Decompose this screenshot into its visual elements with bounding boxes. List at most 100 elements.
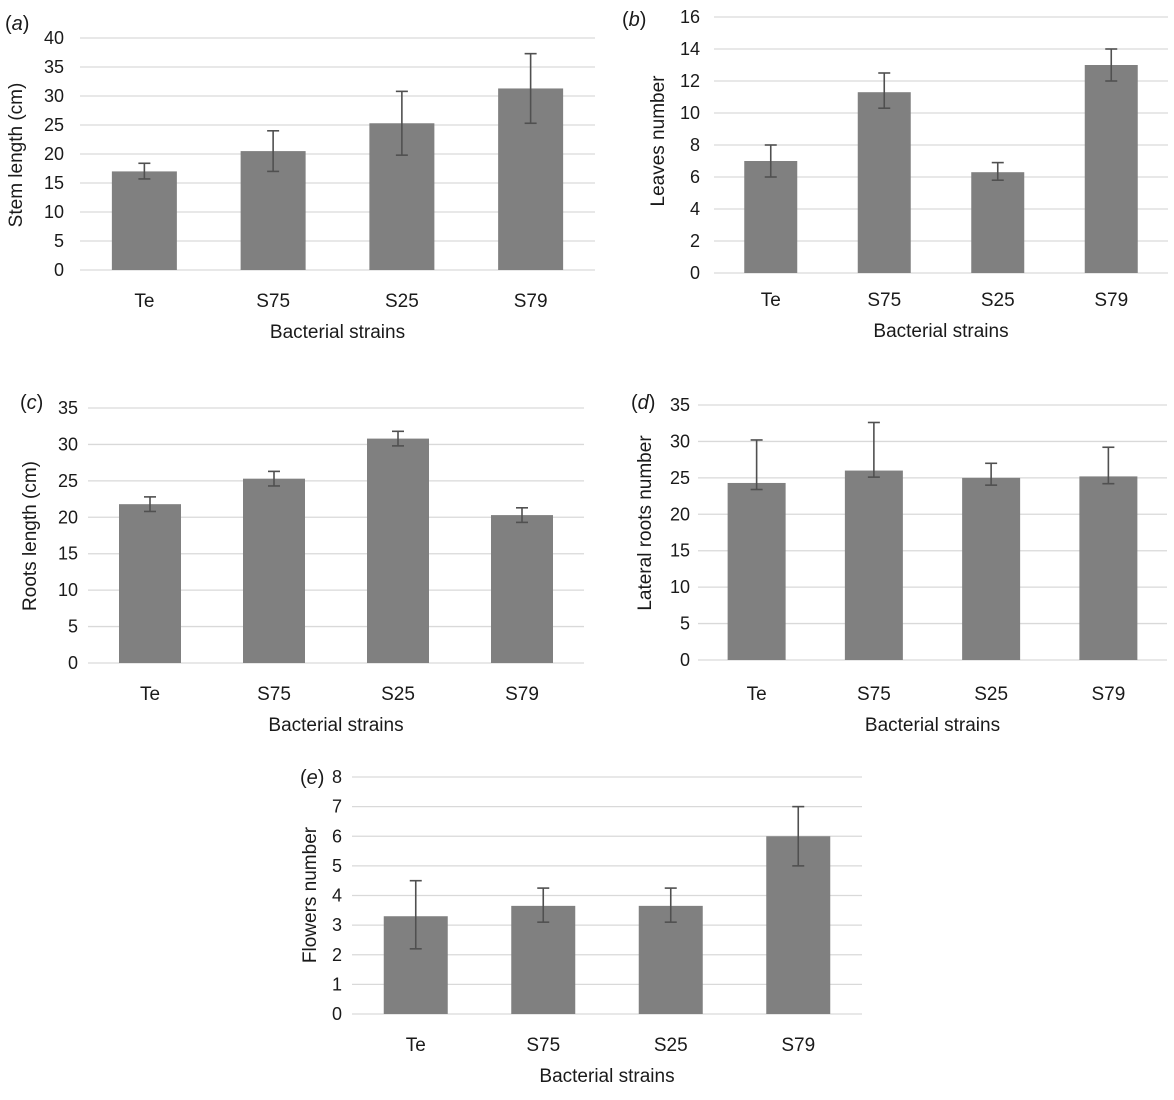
x-axis-title: Bacterial strains	[270, 322, 405, 343]
x-tick-label: S79	[1094, 290, 1128, 311]
y-tick-label: 3	[332, 915, 342, 935]
panel-label: (b)	[622, 9, 646, 31]
bar	[971, 172, 1025, 273]
y-tick-label: 25	[58, 471, 78, 491]
x-tick-label: S75	[526, 1035, 560, 1056]
x-tick-label: S25	[981, 290, 1015, 311]
y-tick-label: 8	[690, 135, 700, 155]
bar	[962, 477, 1021, 660]
x-axis-title: Bacterial strains	[865, 715, 1000, 736]
y-tick-label: 20	[670, 504, 690, 524]
y-tick-label: 12	[680, 71, 700, 91]
y-tick-label: 16	[680, 7, 700, 27]
panel-label: (d)	[631, 392, 655, 414]
y-tick-label: 30	[670, 431, 690, 451]
y-tick-label: 15	[44, 173, 64, 193]
x-tick-label: S25	[381, 684, 415, 705]
y-axis-title: Lateral roots number	[635, 435, 656, 611]
x-tick-label: Te	[747, 684, 767, 705]
y-tick-label: 10	[44, 202, 64, 222]
y-tick-label: 1	[332, 974, 342, 994]
bar	[111, 171, 177, 270]
y-tick-label: 5	[54, 231, 64, 251]
y-tick-label: 35	[670, 395, 690, 415]
y-tick-label: 35	[58, 398, 78, 418]
y-tick-label: 10	[680, 103, 700, 123]
y-tick-label: 0	[690, 263, 700, 283]
y-axis-title: Flowers number	[300, 826, 321, 963]
y-tick-label: 10	[58, 580, 78, 600]
y-tick-label: 6	[332, 826, 342, 846]
y-tick-label: 25	[44, 115, 64, 135]
chart-panel-e: 0 1 2 3 4 5 6 7 8 Te S75 S25 S79 Bacterial strains Flo…	[300, 767, 862, 1087]
y-tick-label: 35	[44, 57, 64, 77]
x-tick-label: S75	[857, 684, 891, 705]
y-tick-label: 20	[58, 507, 78, 527]
x-tick-label: S79	[514, 291, 548, 312]
bar	[491, 515, 553, 663]
y-tick-label: 2	[690, 231, 700, 251]
x-tick-label: S25	[654, 1035, 688, 1056]
y-tick-label: 4	[690, 199, 700, 219]
y-axis-title: Leaves number	[648, 75, 669, 207]
chart-panel-d: 0 5 10 15 20 25 30 35 Te S75 S25 S79 Bacterial strai…	[631, 392, 1167, 736]
x-tick-label: Te	[134, 291, 154, 312]
y-tick-label: 8	[332, 767, 342, 787]
y-tick-label: 0	[680, 650, 690, 670]
y-axis-title: Stem length (cm)	[6, 83, 27, 228]
bar	[857, 92, 911, 273]
y-tick-label: 15	[670, 541, 690, 561]
bar	[511, 905, 576, 1014]
x-axis-title: Bacterial strains	[539, 1066, 674, 1087]
x-axis-title: Bacterial strains	[873, 321, 1008, 342]
bar	[243, 478, 305, 663]
x-tick-label: Te	[406, 1035, 426, 1056]
y-tick-label: 0	[68, 653, 78, 673]
bar	[727, 482, 786, 660]
x-tick-label: S79	[781, 1035, 815, 1056]
y-tick-label: 5	[332, 856, 342, 876]
y-tick-label: 14	[680, 39, 700, 59]
chart-panel-c: 0 5 10 15 20 25 30 35 Te S75 S25 S79 Bacterial strai…	[20, 392, 584, 736]
bar	[367, 438, 429, 663]
y-tick-label: 10	[670, 577, 690, 597]
y-tick-label: 5	[68, 617, 78, 637]
y-tick-label: 0	[54, 260, 64, 280]
x-tick-label: Te	[140, 684, 160, 705]
y-tick-label: 30	[58, 434, 78, 454]
x-tick-label: S25	[385, 291, 419, 312]
bar	[744, 161, 798, 273]
bar	[1084, 65, 1138, 273]
y-tick-label: 2	[332, 945, 342, 965]
bar	[844, 470, 903, 660]
y-tick-label: 7	[332, 797, 342, 817]
x-tick-label: S25	[974, 684, 1008, 705]
x-tick-label: S75	[256, 291, 290, 312]
y-tick-label: 4	[332, 886, 342, 906]
y-tick-label: 6	[690, 167, 700, 187]
y-tick-label: 20	[44, 144, 64, 164]
y-tick-label: 15	[58, 544, 78, 564]
x-tick-label: S79	[1091, 684, 1125, 705]
chart-panel-a: 0 5 10 15 20 25 30 35 40 Te S75 S25 S79 Bacterial str…	[5, 13, 595, 343]
y-tick-label: 30	[44, 86, 64, 106]
x-tick-label: Te	[761, 290, 781, 311]
panel-label: (c)	[20, 392, 43, 414]
x-tick-label: S75	[257, 684, 291, 705]
x-axis-title: Bacterial strains	[268, 715, 403, 736]
chart-panel-b: 0 2 4 6 8 10 12 14 16 Te S75 S25 S79 Bacterial strain…	[622, 7, 1168, 342]
bar	[638, 905, 703, 1014]
y-tick-label: 25	[670, 468, 690, 488]
panel-label: (e)	[300, 767, 324, 789]
y-axis-title: Roots length (cm)	[20, 461, 41, 611]
y-tick-label: 0	[332, 1004, 342, 1024]
y-tick-label: 5	[680, 614, 690, 634]
x-tick-label: S75	[867, 290, 901, 311]
bar	[119, 504, 181, 663]
y-tick-label: 40	[44, 28, 64, 48]
bar	[1079, 476, 1138, 660]
panel-label: (a)	[5, 13, 29, 35]
x-tick-label: S79	[505, 684, 539, 705]
